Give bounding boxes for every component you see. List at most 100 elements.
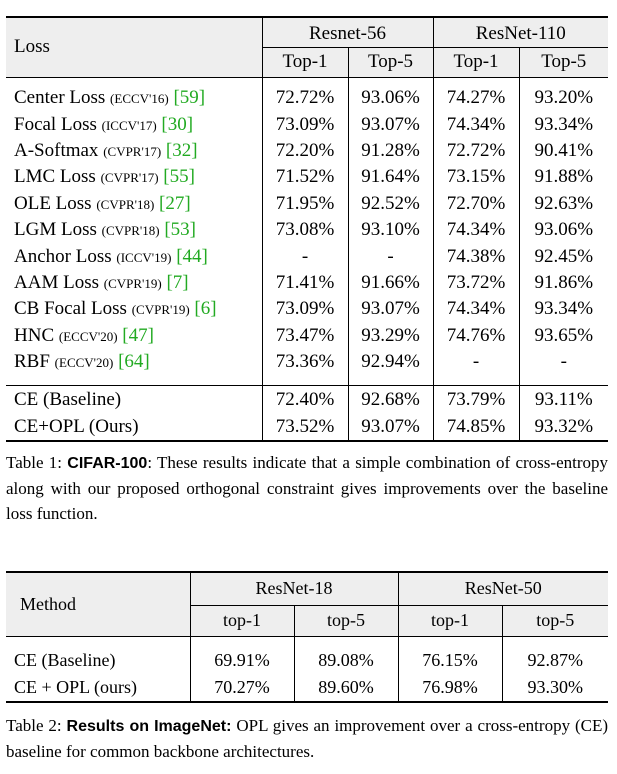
value-cell: 91.64% [348,164,434,191]
loss-name: Anchor Loss [14,245,112,267]
method-column-header: Method [6,571,191,636]
citation-link[interactable]: [30] [161,113,194,135]
venue-label: (CVPR'18) [96,196,155,212]
value-cell: 93.06% [534,219,594,241]
table-row: AAM Loss (CVPR'19) [7] 71.41% 91.66% 73.72%… [6,269,608,297]
value-cell: 72.72% [433,137,520,165]
loss-name-cell: Anchor Loss (ICCV'19) [44] [6,243,263,270]
value-cell: 71.52% [262,164,349,191]
value-cell: 72.72% [262,85,349,112]
value-cell: 93.06% [348,85,434,112]
citation-link[interactable]: [44] [176,245,208,267]
citation-link[interactable]: [64] [118,351,150,373]
value-cell: 74.34% [433,216,520,244]
col-header-r56-top1: Top-1 [262,47,349,77]
citation-link[interactable]: [27] [159,192,191,214]
venue-label: (ICCV'17) [101,117,157,133]
table-row: Anchor Loss (ICCV'19) [44] - -74.38% 92.45% [6,243,608,270]
value-cell: 73.47% [262,322,349,349]
loss-column-header: Loss [6,16,263,77]
value-cell: 73.15% [433,164,520,191]
table-row: LGM Loss (CVPR'18) [53] 73.08% 93.10% 74.34… [6,216,608,244]
citation-link[interactable]: [6] [194,298,217,320]
table1-caption-text: : These results indicate that a simple c… [6,453,609,523]
value-cell: 93.10% [348,216,434,244]
value-cell: 73.79% [433,385,520,414]
citation-link[interactable]: [7] [166,271,189,293]
table-row: CB Focal Loss (CVPR'19) [6] 73.09% 93.07% 7… [6,296,608,323]
loss-name-cell: A-Softmax (CVPR'17) [32] [6,137,263,165]
col-header-r50-top1: top-1 [398,605,503,636]
citation-link[interactable]: [53] [164,219,196,241]
value-cell: 76.98% [398,674,503,703]
value-cell: 71.95% [262,190,349,217]
value-cell: 91.88% [534,166,594,188]
value-cell: 89.60% [294,674,399,703]
table2-caption-text: OPL gives an improvement over a cross-en… [6,716,609,761]
value-cell: 93.34% [534,113,594,135]
loss-name-cell: RBF (ECCV'20) [64] [6,348,263,376]
resnet50-group-header: ResNet-50 [398,571,608,606]
value-cell: 74.34% [433,296,520,323]
table-row: CE (Baseline) 69.91% 89.08% 76.15% 92.87% [6,646,608,674]
method-name: CE (Baseline) [6,646,191,674]
value-cell: 73.52% [262,413,349,443]
table-row: CE (Baseline) 72.40% 92.68% 73.79% 93.11% [6,385,608,414]
table-row: RBF (ECCV'20) [64] 73.36% 92.94% - - [6,348,608,376]
value-cell: 93.30% [502,674,608,703]
table-row: CE + OPL (ours) 70.27% 89.60% 76.98% 93.30% [6,674,608,703]
col-header-r18-top1: top-1 [190,605,295,636]
venue-label: (CVPR'18) [101,223,160,239]
loss-name: Center Loss [14,87,106,109]
table-row: A-Softmax (CVPR'17) [32] 72.20% 91.28% 72.7… [6,137,608,165]
value-cell: 74.27% [433,85,520,112]
value-cell: 93.32% [519,413,608,443]
citation-link[interactable]: [55] [163,166,195,188]
value-cell: 93.29% [348,322,434,349]
value-cell: 93.07% [348,111,434,138]
citation-link[interactable]: [47] [122,324,154,346]
table2-caption: Table 2: Results on ImageNet: OPL gives … [6,713,608,764]
col-header-r56-top5: Top-5 [348,47,434,77]
value-cell: 92.94% [348,348,434,376]
loss-name-cell: Focal Loss (ICCV'17) [30] [6,111,263,138]
venue-label: (ECCV'20) [54,355,114,371]
loss-name-cell: Center Loss (ECCV'16) [59] [6,85,263,112]
method-name: CE + OPL (ours) [6,674,191,703]
value-cell: 92.63% [534,192,594,214]
value-cell: 73.09% [262,111,349,138]
table-row: CE+OPL (Ours) 73.52% 93.07% 74.85% 93.32% [6,413,608,443]
value-cell: 93.65% [534,324,594,346]
venue-label: (ECCV'16) [110,91,169,107]
cifar100-results-table: Loss Resnet-56 ResNet-110 Top-1 Top-5 To… [6,16,608,443]
table-row: HNC (ECCV'20) [47] 73.47% 93.29% 74.76% 93.6… [6,322,608,349]
loss-name: RBF [14,351,50,373]
table-row: OLE Loss (CVPR'18) [27] 71.95% 92.52% 72.70… [6,190,608,217]
value-cell: 93.34% [534,298,594,320]
resnet110-group-header: ResNet-110 [433,16,608,48]
loss-name-cell: CB Focal Loss (CVPR'19) [6] [6,296,263,323]
loss-name-cell: OLE Loss (CVPR'18) [27] [6,190,263,217]
col-header-r110-top1: Top-1 [433,47,520,77]
col-header-r110-top5: Top-5 [541,51,587,72]
loss-name-cell: LGM Loss (CVPR'18) [53] [6,216,263,244]
table-row: LMC Loss (CVPR'17) [55] 71.52% 91.64% 73.15… [6,164,608,191]
venue-label: (CVPR'19) [131,302,190,318]
loss-name: HNC [14,324,55,346]
table1-caption-bold: CIFAR-100 [67,455,148,472]
value-cell: 92.52% [348,190,434,217]
citation-link[interactable]: [59] [173,87,206,109]
value-cell: 91.86% [534,271,594,293]
value-cell: 74.34% [433,111,520,138]
loss-name: Focal Loss [14,113,97,135]
value-cell: 92.68% [348,385,434,414]
resnet56-group-header: Resnet-56 [262,16,434,48]
value-cell: 93.07% [348,296,434,323]
loss-name-cell: AAM Loss (CVPR'19) [7] [6,269,263,297]
value-cell: 72.20% [262,137,349,165]
table2-caption-label: Table 2: [6,716,62,735]
table2-caption-bold: Results on ImageNet: [66,718,232,735]
loss-name: OLE Loss [14,192,92,214]
table-row: Center Loss (ECCV'16) [59] 72.72% 93.06% 74… [6,85,608,112]
citation-link[interactable]: [32] [165,139,198,161]
